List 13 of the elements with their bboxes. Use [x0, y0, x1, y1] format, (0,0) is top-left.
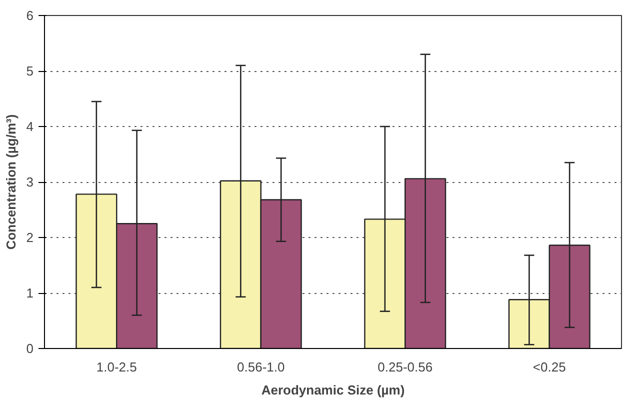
- y-tick-label: 2: [26, 230, 34, 245]
- y-tick-label: 3: [26, 174, 34, 190]
- y-tick-label: 5: [26, 64, 34, 78]
- x-axis-title: Aerodynamic Size (µm): [261, 382, 405, 398]
- x-tick-label: 0.56-1.0: [237, 360, 285, 374]
- y-tick-label: 4: [26, 119, 34, 134]
- y-tick-label: 6: [26, 8, 34, 23]
- x-tick-label: 1.0-2.5: [96, 360, 137, 374]
- y-tick-label: 1: [26, 286, 34, 300]
- x-tick-label: 0.25-0.56: [378, 360, 433, 374]
- y-axis-title: Concentration (µg/m³): [3, 114, 18, 250]
- y-tick-label: 0: [26, 341, 34, 356]
- x-tick-label: <0.25: [532, 360, 566, 374]
